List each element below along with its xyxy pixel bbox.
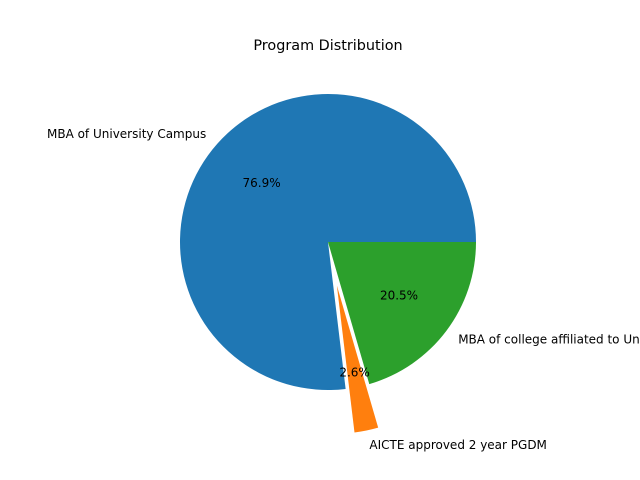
- pie-slice-mba-of-college-affiliated-to-university: [328, 242, 476, 385]
- pie-slice-label-aicte-approved-2-year-pgdm: AICTE approved 2 year PGDM: [369, 438, 547, 452]
- pie-slice-aicte-approved-2-year-pgdm: [336, 285, 379, 433]
- pie-pct-label-mba-of-college-affiliated-to-university: 20.5%: [380, 288, 418, 302]
- pie-pct-label-aicte-approved-2-year-pgdm: 2.6%: [339, 366, 370, 380]
- pie-labels: 76.9% MBA of University Campus 2.6% AICTE a…: [47, 127, 640, 452]
- pie-slice-mba-of-university-campus: [180, 94, 476, 391]
- chart-title: Program Distribution: [253, 38, 402, 54]
- pie-slice-label-mba-of-college-affiliated-to-university: MBA of college affiliated to University: [458, 333, 640, 347]
- pie-pct-label-mba-of-university-campus: 76.9%: [243, 176, 281, 190]
- pie-slices: [180, 94, 476, 433]
- pie-slice-label-mba-of-university-campus: MBA of University Campus: [47, 127, 206, 141]
